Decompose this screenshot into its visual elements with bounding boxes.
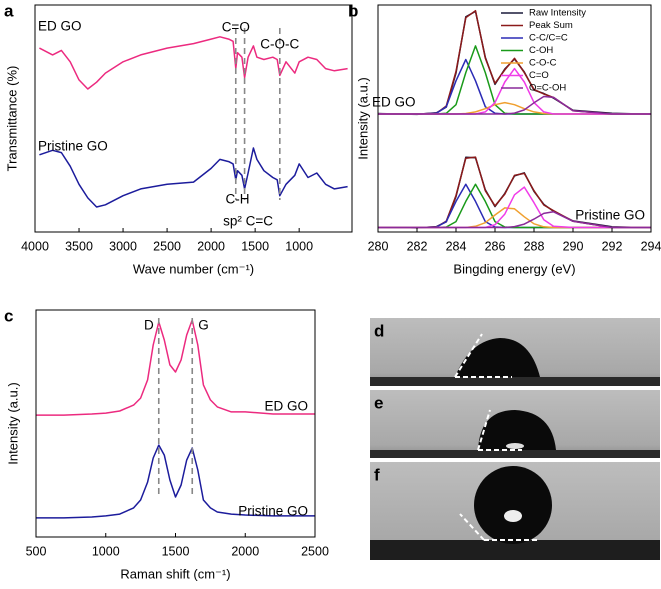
series-line bbox=[378, 95, 651, 115]
legend-label: Raw Intensity bbox=[529, 8, 586, 19]
x-tick-label: 2500 bbox=[301, 544, 329, 558]
x-tick-label: 290 bbox=[563, 239, 584, 253]
panel: 280 282 284 286 288 290 292 294 Bingding energy … bbox=[348, 1, 661, 276]
y-axis-title: Intensity (a.u.) bbox=[355, 77, 370, 159]
x-tick-label: 2500 bbox=[153, 239, 181, 253]
panel-label: d bbox=[374, 321, 384, 340]
x-tick-label: 292 bbox=[602, 239, 623, 253]
series-line bbox=[378, 58, 651, 115]
y-axis-title: Intensity (a.u.) bbox=[5, 382, 20, 464]
legend-label: Peak Sum bbox=[529, 20, 573, 31]
x-axis-title: Bingding energy (eV) bbox=[453, 261, 575, 276]
annotation: Pristine GO bbox=[38, 139, 108, 154]
legend-label: C-C/C=C bbox=[529, 33, 568, 44]
annotation: sp² C=C bbox=[223, 214, 273, 229]
annotation: G bbox=[198, 318, 209, 333]
x-tick-label: 1000 bbox=[92, 544, 120, 558]
x-tick-label: 286 bbox=[485, 239, 506, 253]
series-line bbox=[378, 45, 651, 115]
x-tick-label: 1500 bbox=[241, 239, 269, 253]
series-line bbox=[378, 101, 651, 115]
series-line bbox=[36, 444, 315, 519]
x-tick-label: 284 bbox=[446, 239, 467, 253]
legend-label: C-OH bbox=[529, 45, 553, 56]
annotation: C=O bbox=[222, 20, 250, 35]
photo-e: e bbox=[370, 390, 660, 458]
annotation: ED GO bbox=[372, 95, 416, 110]
series-line bbox=[36, 319, 315, 416]
panel: 500 1000 1500 2000 2500 Raman shift (cm⁻¹) Int… bbox=[4, 306, 329, 581]
panel-label: a bbox=[4, 1, 14, 20]
x-tick-label: 2000 bbox=[231, 544, 259, 558]
annotation: D bbox=[144, 318, 154, 333]
x-axis-title: Wave number (cm⁻¹) bbox=[133, 261, 254, 276]
annotation: Pristine GO bbox=[238, 504, 308, 519]
x-tick-label: 3500 bbox=[65, 239, 93, 253]
annotation: ED GO bbox=[38, 19, 82, 34]
series-line bbox=[39, 147, 348, 208]
x-tick-label: 1000 bbox=[285, 239, 313, 253]
x-tick-label: 500 bbox=[26, 544, 47, 558]
panel-label: b bbox=[348, 1, 358, 20]
series-line bbox=[39, 36, 348, 90]
x-tick-label: 1500 bbox=[162, 544, 190, 558]
plot-frame bbox=[34, 4, 353, 233]
panel-label: f bbox=[374, 465, 380, 484]
panel: 4000 3500 3000 2500 2000 1500 1000 Wave number … bbox=[4, 1, 353, 276]
x-tick-label: 3000 bbox=[109, 239, 137, 253]
panel-label: c bbox=[4, 306, 13, 325]
plot-frame bbox=[377, 4, 652, 233]
x-tick-label: 282 bbox=[407, 239, 428, 253]
y-axis-title: Transmittance (%) bbox=[4, 66, 19, 172]
series-line bbox=[378, 211, 651, 229]
x-tick-label: 2000 bbox=[197, 239, 225, 253]
panel-label: e bbox=[374, 393, 383, 412]
legend-label: C-O-C bbox=[529, 58, 557, 69]
annotation: Pristine GO bbox=[575, 208, 645, 223]
x-tick-label: 288 bbox=[524, 239, 545, 253]
legend-label: C=O bbox=[529, 70, 549, 81]
x-tick-label: 294 bbox=[641, 239, 661, 253]
x-tick-label: 4000 bbox=[21, 239, 49, 253]
x-tick-label: 280 bbox=[368, 239, 389, 253]
annotation: C-O-C bbox=[260, 37, 299, 52]
annotation: C-H bbox=[226, 192, 250, 207]
x-axis-title: Raman shift (cm⁻¹) bbox=[120, 566, 230, 581]
photo-d: d bbox=[370, 318, 660, 386]
legend-label: O=C-OH bbox=[529, 83, 566, 94]
annotation: ED GO bbox=[264, 399, 308, 414]
photo-f: f bbox=[370, 462, 660, 560]
